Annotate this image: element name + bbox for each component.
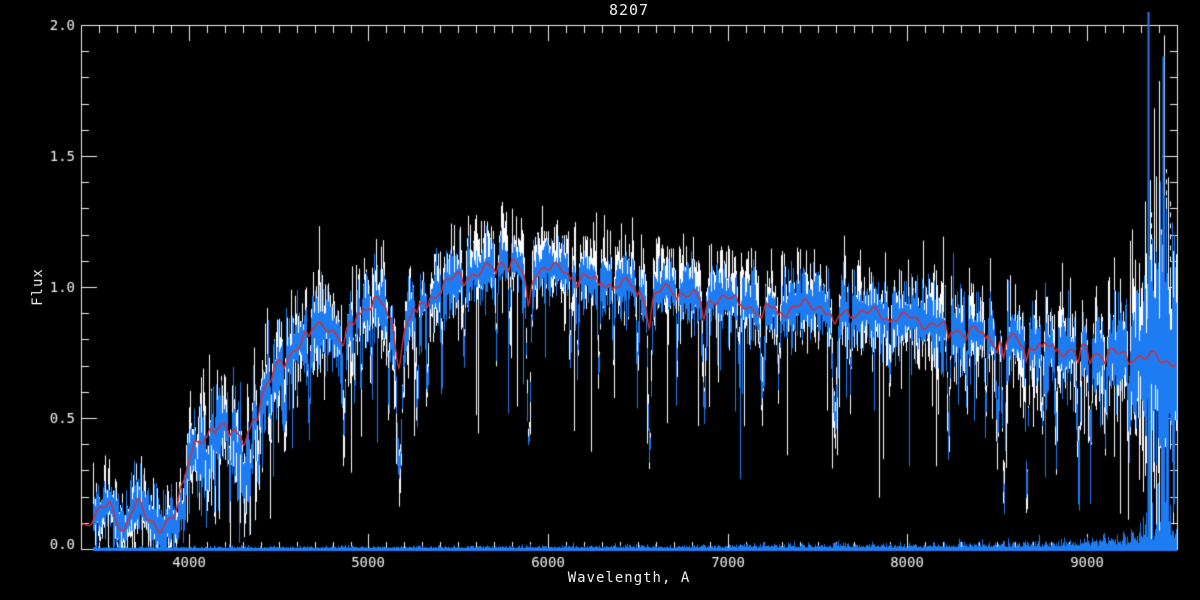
x-axis-label: Wavelength, A [567,570,691,586]
y-axis-label: Flux [30,268,46,306]
plot-title: 8207 [608,1,650,19]
